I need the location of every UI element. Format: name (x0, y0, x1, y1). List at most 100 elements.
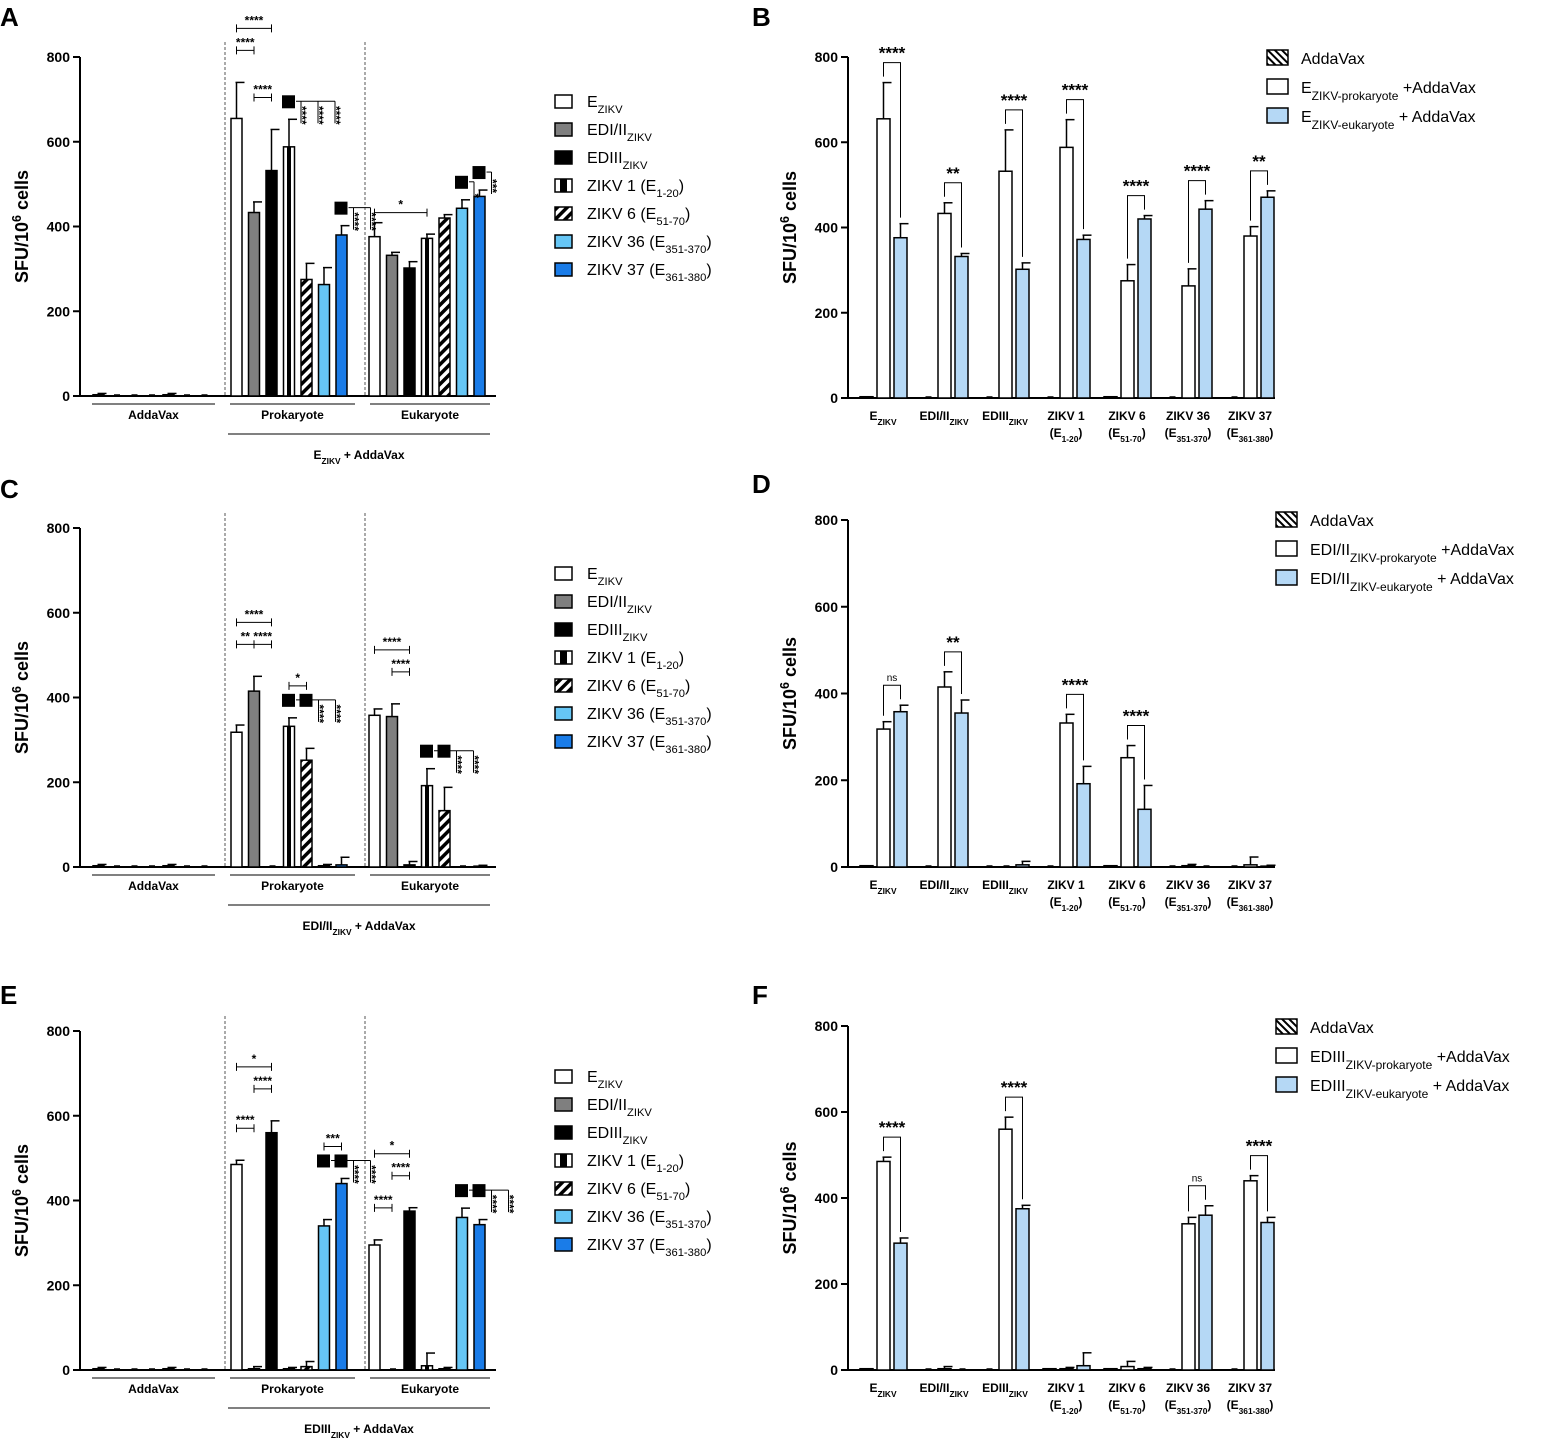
panel-e-marker-label: **** (348, 1165, 362, 1184)
panel-c-ylabel: SFU/106 cells (10, 641, 32, 754)
panel-e-bar (420, 1365, 434, 1371)
panel-c-bar (300, 759, 313, 868)
panel-f-x-label-part: ZIKV 36 (1166, 1381, 1210, 1395)
panel-c-legend-label-part: ) (685, 678, 690, 695)
panel-b-x-label-part: EDI/II (919, 409, 949, 423)
panel-d-x-label-line2-part: ) (1142, 895, 1146, 909)
panel-e-legend-label-part: EDI/II (587, 1097, 627, 1114)
panel-a-legend-label: ZIKV 37 (E361-380) (587, 262, 712, 284)
panel-d-sig-label: ** (946, 633, 960, 652)
panel-f-bar (1260, 1221, 1275, 1371)
panel-c-sig-label: **** (383, 635, 402, 649)
panel-b-x-label-line2-part: (E (1108, 426, 1120, 440)
panel-c-bar (420, 784, 434, 868)
panel-a-legend-swatch (554, 150, 573, 165)
panel-d-ylabel-part: SFU/10 (780, 689, 800, 750)
panel-b-bar (859, 395, 874, 399)
panel-e-legend-label-part: ZIKV (623, 1135, 648, 1147)
panel-f-x-label-line2: (E361-380) (1227, 1398, 1274, 1416)
panel-e-legend-swatch (554, 1209, 573, 1224)
panel-d-ylabel: SFU/106 cells (778, 637, 800, 750)
panel-c-footer-label-part: EDI/II (302, 919, 332, 933)
panel-e-legend-label-part: ZIKV 1 (E (587, 1153, 656, 1170)
panel-b-bar (1076, 238, 1091, 399)
panel-c-bar (317, 864, 331, 868)
panel-f-x-label-line2-part: 361-380 (1239, 1406, 1270, 1416)
panel-a-legend-label-part: ) (685, 206, 690, 223)
panel-d-x-label-part: ZIKV 36 (1166, 878, 1210, 892)
panel-e-marker-label: **** (503, 1195, 517, 1214)
panel-a-legend-label: EDI/IIZIKV (587, 122, 652, 144)
panel-b-x-label: EDI/IIZIKV (919, 409, 969, 427)
panel-d-x-label-part: ZIKV (1009, 886, 1028, 896)
panel-d-legend-label-part: AddaVax (1310, 513, 1374, 530)
panel-a-marker-label: **** (329, 106, 343, 125)
panel-d-x-label-line2: (E351-370) (1165, 895, 1212, 913)
panel-f-legend-label: EDIIIZIKV-prokaryote +AddaVax (1310, 1049, 1510, 1072)
panel-d-bar (1260, 865, 1275, 868)
panel-f-legend-label-part: ZIKV-prokaryote (1346, 1058, 1433, 1072)
panel-d-sig-bracket (1066, 693, 1084, 761)
panel-f-x-label-line2-part: 1-20 (1062, 1406, 1079, 1416)
panel-a-legend-label-part: ) (706, 262, 711, 279)
panel-c-legend-label-part: 351-370 (665, 716, 706, 728)
panel-d-bar (1120, 756, 1135, 868)
panel-a-legend-label: ZIKV 1 (E1-20) (587, 178, 684, 200)
panel-a-bar (317, 283, 331, 397)
panel-f-x-label-part: ZIKV (949, 1389, 968, 1399)
panel-b-sig-label: **** (1184, 162, 1211, 181)
panel-c-bar (230, 731, 243, 868)
panel-b-x-label-line2-part: ) (1207, 426, 1211, 440)
panel-b-sig-label: **** (1001, 91, 1028, 110)
panel-e-legend-label-part: ) (679, 1153, 684, 1170)
panel-f-y-tick-label: 0 (830, 1362, 838, 1378)
panel-a-footer-label-part: E (313, 448, 321, 462)
panel-d-y-tick-label: 0 (830, 859, 838, 875)
panel-e-y-tick-label: 600 (47, 1108, 71, 1124)
panel-d-bar (1137, 808, 1152, 868)
panel-c-legend-label-part: ZIKV 1 (E (587, 650, 656, 667)
panel-a-marker-label: * (468, 193, 482, 198)
panel-e-bar (368, 1244, 381, 1371)
panel-c-legend-label: ZIKV 1 (E1-20) (587, 650, 684, 672)
panel-c-legend-swatch (554, 650, 573, 665)
panel-e-sig-label: * (252, 1052, 257, 1066)
panel-b-x-label-part: ZIKV (949, 417, 968, 427)
panel-e-sig-label: *** (326, 1131, 340, 1145)
panel-e-bar (473, 1223, 486, 1371)
panel-a-y-tick-label: 400 (47, 219, 71, 235)
panel-e-bar (282, 1367, 296, 1371)
panel-c-legend-label: EDIIIZIKV (587, 622, 648, 644)
panel-c-legend-label-part: EDIII (587, 622, 623, 639)
panel-d-legend-label-part: EDI/II (1310, 542, 1350, 559)
panel-d-x-label: ZIKV 6 (1108, 878, 1146, 892)
panel-b-x-label: EZIKV (869, 409, 897, 427)
panel-f-x-label: ZIKV 6 (1108, 1381, 1146, 1395)
panel-b-legend-label-part: +AddaVax (1398, 80, 1476, 97)
panel-f-legend-label-part: + AddaVax (1428, 1078, 1509, 1095)
panel-e-ylabel-part: 6 (10, 1189, 24, 1196)
panel-f-x-label-part: ZIKV (877, 1389, 896, 1399)
panel-d-bar (1076, 782, 1091, 868)
panel-c-sig-label: * (295, 671, 300, 685)
panel-b-legend-swatch (1266, 107, 1289, 124)
panel-f-x-label-line2-part: (E (1165, 1398, 1177, 1412)
panel-b-sig-label: ** (1252, 152, 1266, 171)
panel-c-group-label: Eukaryote (401, 879, 459, 893)
panel-a-bar (455, 207, 469, 397)
panel-f-bar (1243, 1180, 1258, 1371)
panel-f-legend-label-part: ZIKV-eukaryote (1346, 1087, 1429, 1101)
panel-d-ylabel-part: 6 (778, 682, 792, 689)
panel-b-y-tick-label: 400 (815, 220, 839, 236)
panel-a-legend-label: EDIIIZIKV (587, 150, 648, 172)
panel-b-bar (937, 212, 952, 399)
panel-e-legend-label-part: 1-20 (656, 1163, 678, 1175)
panel-e-bar (335, 1182, 348, 1371)
panel-c-sig-label: **** (253, 629, 272, 643)
panel-f-bar (1137, 1367, 1152, 1371)
panel-c-legend-label-part: 361-380 (665, 744, 706, 756)
panel-e-ylabel-part: cells (12, 1144, 32, 1189)
panel-e-sig-label: **** (374, 1193, 393, 1207)
